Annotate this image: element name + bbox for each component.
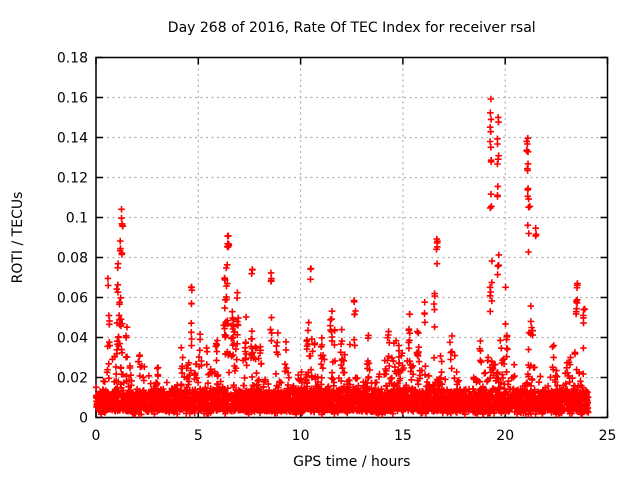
y-tick-labels: 0 0.02 0.04 0.06 0.08 0.1 0.12 0.14 0.16 0.18 bbox=[57, 51, 88, 427]
x-tick-label: 5 bbox=[194, 428, 203, 444]
y-tick-label: 0.04 bbox=[57, 331, 88, 347]
x-tick-labels: 0 5 10 15 20 25 bbox=[92, 428, 617, 444]
scatter-points bbox=[92, 95, 592, 418]
y-tick-label: 0.12 bbox=[57, 171, 88, 187]
y-tick-label: 0.06 bbox=[57, 291, 88, 307]
x-tick-label: 0 bbox=[92, 428, 101, 444]
x-tick-label: 10 bbox=[292, 428, 310, 444]
y-tick-label: 0.18 bbox=[57, 51, 88, 67]
chart-title: Day 268 of 2016, Rate Of TEC Index for r… bbox=[168, 20, 536, 36]
y-tick-label: 0 bbox=[79, 411, 88, 427]
plot-border bbox=[95, 56, 609, 419]
y-tick-label: 0.1 bbox=[66, 211, 88, 227]
x-axis-label: GPS time / hours bbox=[293, 454, 410, 470]
y-tick-label: 0.02 bbox=[57, 371, 88, 387]
roti-data-markers bbox=[92, 95, 592, 418]
y-tick-label: 0.14 bbox=[57, 131, 88, 147]
x-tick-label: 20 bbox=[496, 428, 514, 444]
x-tick-label: 15 bbox=[394, 428, 412, 444]
y-tick-label: 0.08 bbox=[57, 251, 88, 267]
y-tick-label: 0.16 bbox=[57, 91, 88, 107]
y-axis-label: ROTI / TECUs bbox=[10, 192, 26, 284]
x-tick-label: 25 bbox=[599, 428, 617, 444]
